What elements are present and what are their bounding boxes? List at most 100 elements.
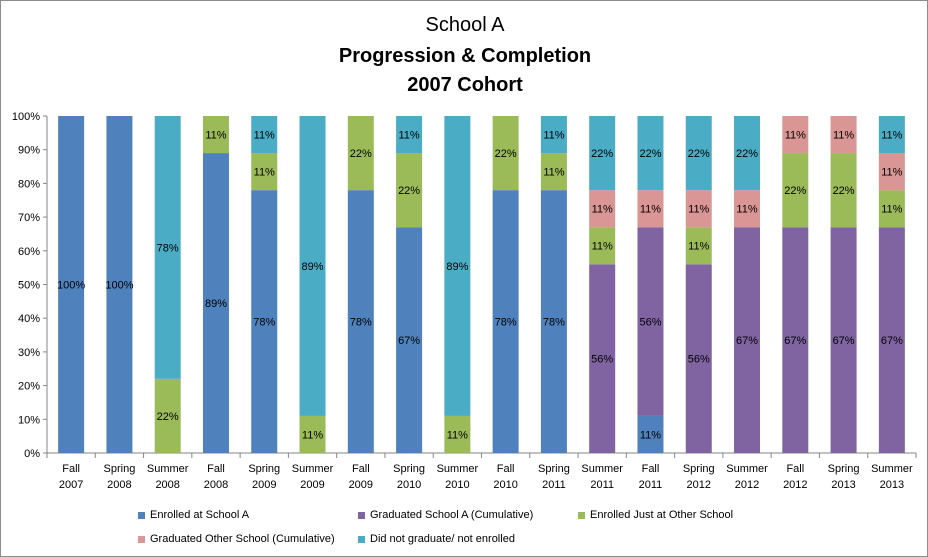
x-tick-label: 2011 [542,479,566,491]
x-tick-label: 2009 [252,479,276,491]
x-tick-label: Summer [292,463,334,475]
bar-data-label: 22% [398,185,420,197]
x-tick-label: 2011 [639,479,663,491]
bar-data-label: 67% [881,335,903,347]
x-tick-label: 2010 [397,479,421,491]
bar-data-label: 89% [302,261,324,273]
x-tick-label: Summer [147,463,189,475]
bar-data-label: 11% [592,204,613,216]
bar-data-label: 11% [688,204,709,216]
bar-data-label: 11% [736,204,757,216]
bar-data-label: 11% [881,204,902,216]
bar-data-label: 89% [446,261,468,273]
legend-swatch [578,511,585,519]
bar-segment [299,116,326,416]
bar-segment [782,116,809,154]
bar-segment [589,116,616,191]
bar-data-label: 11% [881,167,902,179]
bar-segment [396,153,423,228]
bar-data-label: 22% [688,148,710,160]
bar-data-label: 11% [302,429,323,441]
y-tick-label: 100% [12,111,40,123]
x-tick-label: Summer [726,463,768,475]
bar-data-label: 56% [639,317,661,329]
x-tick-label: Spring [104,463,136,475]
legend-swatch [138,535,145,543]
bar-segment [444,116,471,416]
bar-data-label: 11% [881,130,902,142]
bar-segment [202,153,229,453]
bar-segment [540,116,567,154]
x-tick-label: 2009 [300,479,324,491]
x-tick-label: 2008 [155,479,179,491]
bar-data-label: 67% [398,335,420,347]
bar-segment [685,116,712,191]
y-tick-label: 30% [18,347,40,359]
bar-data-label: 67% [736,335,758,347]
bar-segment [540,153,567,191]
legend-item: Enrolled at School A [138,509,249,521]
x-tick-label: Spring [828,463,860,475]
bar-data-label: 22% [350,148,372,160]
legend-item: Enrolled Just at Other School [578,509,733,521]
bar-segment [685,190,712,228]
bar-segment [154,378,181,453]
y-tick-label: 20% [18,381,40,393]
bar-data-label: 22% [833,185,855,197]
bar-data-label: 11% [785,130,806,142]
bar-data-label: 22% [591,148,613,160]
bar-data-label: 56% [591,354,613,366]
bar-data-label: 22% [639,148,661,160]
bar-segment [347,116,374,191]
bar-segment [830,227,857,453]
x-tick-label: 2010 [445,479,469,491]
legend-swatch [138,511,145,519]
bar-segment [782,227,809,453]
bar-data-label: 78% [495,317,517,329]
x-tick-label: Fall [497,463,515,475]
bar-segment [637,116,664,191]
bar-data-label: 11% [592,241,613,253]
bar-data-label: 22% [784,185,806,197]
legend-swatch [358,511,365,519]
x-tick-label: Spring [248,463,280,475]
bar-segment [251,153,278,191]
bar-data-label: 100% [105,280,133,292]
bar-data-label: 67% [833,335,855,347]
legend-item: Graduated Other School (Cumulative) [138,533,335,545]
bar-segment [106,116,133,453]
bar-data-label: 22% [736,148,758,160]
bar-segment [58,116,85,453]
bar-data-label: 22% [495,148,517,160]
x-tick-label: 2008 [204,479,228,491]
bar-segment [878,190,905,228]
y-tick-label: 90% [18,145,40,157]
bar-segment [734,116,761,191]
bar-segment [396,116,423,154]
bar-data-label: 11% [543,167,564,179]
bar-segment [540,190,567,453]
x-tick-label: Fall [62,463,80,475]
y-tick-label: 0% [24,448,40,460]
x-tick-label: 2011 [590,479,614,491]
bar-segment [444,415,471,453]
legend-label: Enrolled at School A [150,509,250,521]
bar-segment [251,116,278,154]
bar-data-label: 56% [688,354,710,366]
y-tick-label: 40% [18,313,40,325]
legend-label: Enrolled Just at Other School [590,509,734,521]
y-tick-label: 10% [18,414,40,426]
x-tick-label: Fall [207,463,225,475]
bar-data-label: 11% [833,130,854,142]
x-tick-label: 2012 [687,479,711,491]
x-tick-label: Spring [683,463,715,475]
bar-data-label: 22% [157,411,179,423]
y-tick-label: 80% [18,178,40,190]
bar-segment [396,227,423,453]
legend-label: Did not graduate/ not enrolled [370,533,515,545]
x-tick-label: 2009 [349,479,373,491]
legend-item: Did not graduate/ not enrolled [358,533,515,545]
bar-data-label: 11% [205,130,226,142]
bar-data-label: 89% [205,298,227,310]
x-tick-label: Fall [642,463,660,475]
